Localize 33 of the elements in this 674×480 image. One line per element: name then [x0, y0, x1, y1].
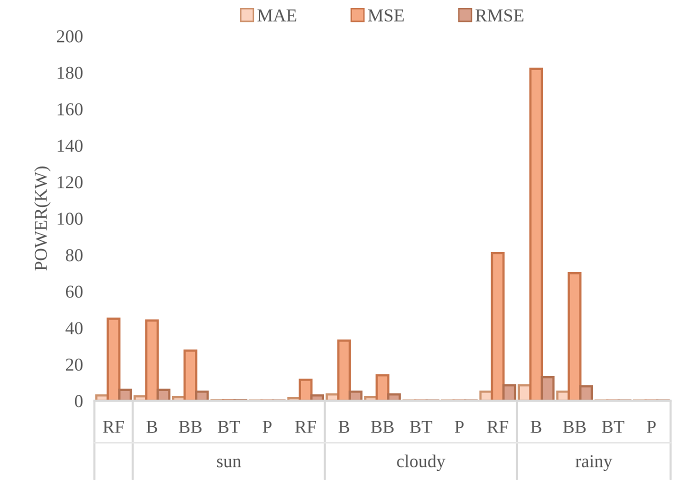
y-tick-label: 160 [58, 103, 83, 116]
y-tick-label: 180 [58, 66, 83, 79]
y-tick-label: 20 [66, 358, 83, 371]
x-tick-label: BT [602, 420, 624, 433]
x-tick-label: B [146, 420, 158, 433]
y-tick-label: 60 [66, 286, 83, 298]
x-tick-label: P [454, 420, 464, 433]
x-tick-label: BT [410, 420, 432, 433]
x-tick-label: BB [178, 420, 202, 433]
text: sun [217, 458, 242, 468]
x-tick-label: B [530, 420, 542, 433]
x-tick-label: RF [487, 420, 508, 433]
x-tick-label: BB [563, 420, 586, 433]
y-tick-label: 140 [58, 140, 83, 152]
legend-label: RMSE [476, 9, 524, 22]
x-tick-label: P [262, 420, 272, 433]
x-tick-label: B [338, 420, 350, 433]
text: rainy [576, 455, 612, 472]
text: cloudy [397, 454, 446, 472]
legend-label: MSE [368, 9, 404, 22]
y-tick-label: 80 [66, 249, 83, 262]
y-tick-label: 0 [74, 395, 83, 408]
y-axis-title: POWER(KW) [34, 166, 51, 271]
y-tick-label: 40 [66, 322, 83, 334]
x-tick-label: RF [103, 420, 124, 433]
x-tick-label: BB [370, 420, 394, 433]
y-tick-label: 100 [58, 212, 83, 225]
y-tick-label: 120 [58, 176, 83, 188]
x-tick-label: RF [295, 420, 316, 433]
y-tick-label: 200 [56, 30, 83, 42]
legend-label: MAE [258, 9, 296, 22]
x-tick-label: BT [218, 420, 240, 433]
x-tick-label: P [646, 420, 656, 433]
